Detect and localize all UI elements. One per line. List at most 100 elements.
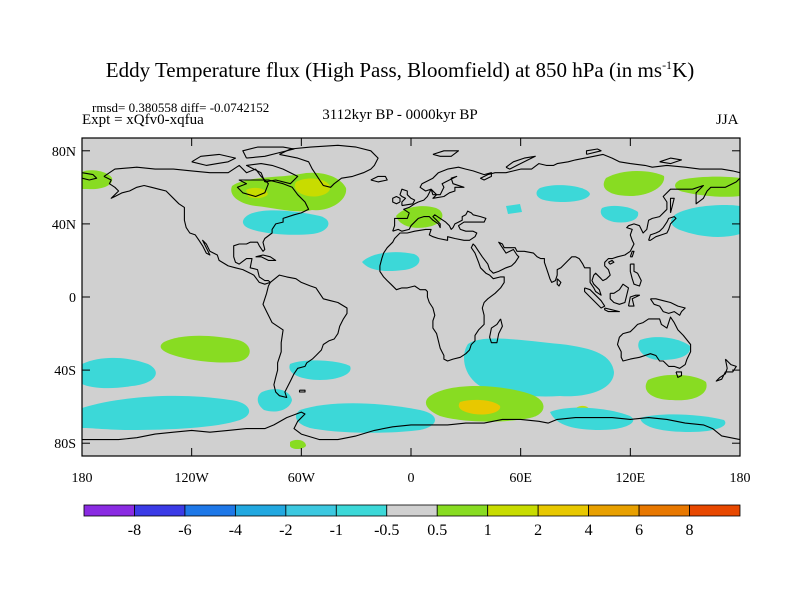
y-tick-label: 80N [52,145,76,160]
y-tick-label: 0 [69,291,76,306]
anomaly-north-africa-neg [362,252,420,272]
anomaly-south-atlantic-neg [289,360,351,380]
anomaly-indian-ocean-neg [464,338,614,397]
anomaly-west-south-pacific-neg [82,357,156,389]
colorbar-swatch [234,504,287,517]
coast-antarctica [82,411,740,441]
colorbar-swatch [638,504,690,517]
colorbar-swatch [134,504,186,517]
colorbar-swatch [436,504,489,517]
coast-svalbard [432,150,460,157]
anomaly-east-us-neg [242,210,329,235]
period-label: 3112kyr BP - 0000kyr BP [322,107,478,123]
y-tick-label: 40S [54,364,76,379]
coast-cuba [255,254,277,261]
coast-new-guinea [649,298,686,316]
coast-madagascar [489,318,503,344]
coast-sulawesi [627,294,641,307]
colorbar-swatch [487,504,539,517]
coast-falklands [298,389,306,393]
experiment-label: Expt = xQfv0-xqfua [82,112,204,128]
colorbar-label: 4 [585,522,593,539]
colorbar-label: -0.5 [374,522,399,539]
anomaly-south-pacific-pos [160,335,250,363]
colorbar-label: -6 [178,522,191,539]
x-tick-label: 60W [288,471,316,486]
coast-baffin [245,163,299,185]
coast-borneo [609,283,630,305]
anomaly-drake-neg [257,389,292,412]
colorbar-swatch [83,504,135,517]
coast-ellesmere [242,146,295,159]
anomaly-bering-pos [675,176,740,197]
anomaly-layer [82,170,740,449]
x-tick-label: 180 [72,471,93,486]
coastlines [82,144,740,441]
y-tick-label: 80S [54,437,76,452]
colorbar-swatch [335,504,388,517]
x-tick-label: 60E [509,471,532,486]
x-tick-label: 120E [616,471,646,486]
coast-severnaya [585,148,602,155]
coast-novaya-zemlya [505,155,536,170]
coast-japan [648,216,677,241]
colorbar: -8 -6 -4 -2 -1 -0.5 0.5 1 2 4 6 8 [83,504,741,539]
colorbar-swatch [386,504,438,517]
colorbar-label: -2 [279,522,292,539]
coast-hainan [608,259,615,265]
anomaly-south-west-neg [82,395,250,430]
anomaly-south-australia-pos [645,374,707,401]
season-label: JJA [716,112,739,128]
anomaly-antarctic-small-pos [290,439,306,449]
coast-java [604,307,620,313]
colorbar-swatch [588,504,640,517]
anomaly-china-neg [600,205,639,223]
colorbar-swatch [689,504,741,517]
anomaly-north-pacific-neg [671,204,740,237]
coast-britain [399,188,416,207]
coast-east-asia [379,177,740,362]
colorbar-swatch [184,504,236,517]
axes: 80N 40N 0 40S 80S 180 120W 60W 0 60E 120E 180 [52,138,751,486]
coast-greenland [279,144,379,188]
colorbar-label: 0.5 [427,522,447,539]
coast-eurasia [392,153,740,232]
y-tick-label: 40N [52,218,76,233]
coast-chukotka [82,172,98,181]
colorbar-swatch [537,504,590,517]
coast-philippines [629,263,642,287]
coast-south-america [262,274,348,399]
anomaly-east-siberia-pos [603,171,665,196]
coast-sakhalin [669,197,675,214]
colorbar-label: 8 [686,522,694,539]
coast-tasmania [675,371,683,378]
coast-arctic-islands [191,153,237,166]
anomaly-caspian-neg [506,204,522,214]
coast-iceland [370,175,388,183]
colorbar-swatch [285,504,337,517]
colorbar-label: -1 [330,522,343,539]
anomaly-weddell-neg [295,403,435,433]
colorbar-label: -4 [229,522,242,539]
coast-new-zealand [715,358,737,382]
coast-taiwan [629,250,635,258]
colorbar-label: 6 [635,522,643,539]
coast-ireland [392,195,401,205]
colorbar-label: 1 [484,522,492,539]
anomaly-southern-ocean-neg [550,407,634,430]
stats-label: rmsd= 0.380558 diff= -0.0742152 [92,100,270,115]
coast-new-siberian [659,157,683,165]
coast-sumatra [584,287,606,309]
anomaly-south-africa-orange [458,399,501,415]
x-tick-label: 180 [730,471,751,486]
x-tick-label: 0 [408,471,415,486]
coast-north-america [103,164,310,285]
anomaly-nw-pacific-pos [82,170,113,190]
colorbar-label: 2 [534,522,542,539]
chart-title: Eddy Temperature flux (High Pass, Bloomf… [105,58,695,82]
anomaly-siberia-neg [536,185,590,202]
coast-sri-lanka [556,278,562,287]
x-tick-label: 120W [175,471,210,486]
colorbar-label: -8 [128,522,141,539]
